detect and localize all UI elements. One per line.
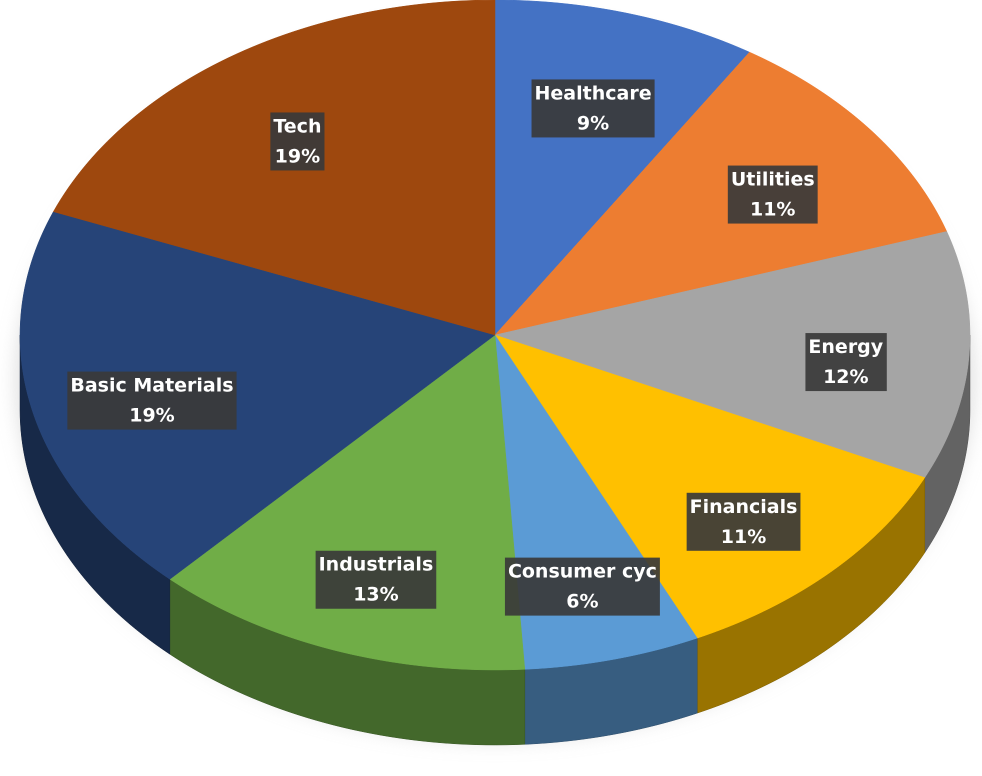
pie-slice bbox=[19, 211, 496, 580]
data-label: Tech 19% bbox=[270, 112, 325, 171]
category-label: Basic Materials bbox=[70, 375, 233, 397]
value-label: 19% bbox=[129, 405, 174, 427]
data-label-box bbox=[315, 550, 437, 609]
value-label: 19% bbox=[275, 145, 320, 167]
data-label-box bbox=[805, 333, 887, 392]
data-label: Basic Materials 19% bbox=[67, 371, 237, 430]
data-label: Industrials 13% bbox=[315, 550, 437, 609]
value-label: 11% bbox=[750, 199, 795, 221]
value-label: 13% bbox=[353, 584, 398, 606]
pie-slice bbox=[494, 334, 926, 639]
data-label-box bbox=[67, 371, 237, 430]
value-label: 9% bbox=[577, 112, 609, 134]
data-label: Financials 11% bbox=[686, 492, 801, 551]
data-label-box bbox=[686, 492, 801, 551]
pie-top bbox=[19, 0, 971, 671]
category-label: Industrials bbox=[319, 554, 434, 576]
pie-walls bbox=[19, 334, 971, 746]
data-label: Utilities 11% bbox=[727, 165, 818, 224]
category-label: Energy bbox=[808, 336, 883, 358]
value-label: 12% bbox=[823, 366, 868, 388]
data-label-box bbox=[504, 557, 660, 616]
category-label: Consumer cyc bbox=[508, 561, 657, 583]
category-label: Financials bbox=[690, 496, 798, 518]
category-label: Tech bbox=[273, 115, 321, 137]
category-label: Healthcare bbox=[535, 82, 652, 104]
category-label: Utilities bbox=[731, 169, 815, 191]
data-label-box bbox=[270, 112, 325, 171]
data-labels: Healthcare 9% Utilities 11% Energy 12% Financi… bbox=[67, 79, 887, 616]
data-label: Energy 12% bbox=[805, 333, 887, 392]
data-label-box bbox=[727, 165, 818, 224]
data-label: Healthcare 9% bbox=[531, 79, 655, 138]
value-label: 11% bbox=[721, 526, 766, 548]
pie-slice bbox=[494, 231, 971, 478]
value-label: 6% bbox=[566, 591, 598, 613]
data-label-box bbox=[531, 79, 655, 138]
data-label: Consumer cyc 6% bbox=[504, 557, 660, 616]
pie-slice bbox=[494, 51, 948, 336]
